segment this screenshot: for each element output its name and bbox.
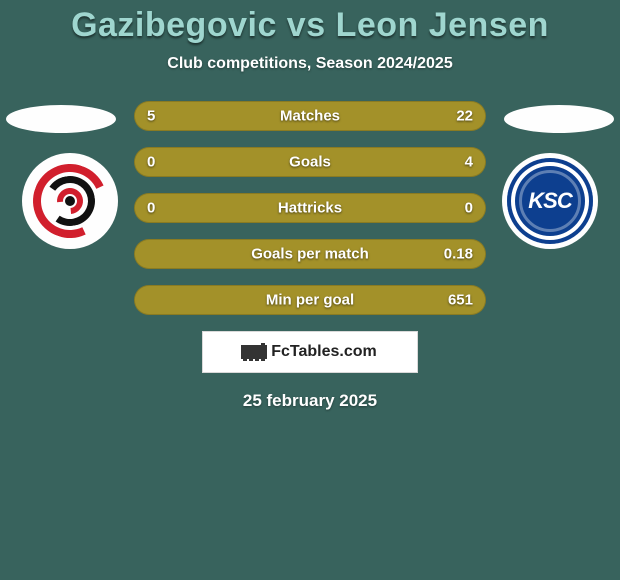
stat-label: Hattricks [278,200,342,217]
brand-box[interactable]: FcTables.com [202,331,418,373]
stat-row: 0.18 Goals per match [134,239,486,269]
stat-row: 5 22 Matches [134,101,486,131]
stat-bars: 5 22 Matches 0 4 Goals 0 0 Hattricks 0.18 Goals pe… [134,101,486,315]
club-badge-right: KSC [502,153,598,249]
page-subtitle: Club competitions, Season 2024/2025 [0,55,620,73]
club-badge-left [22,153,118,249]
comparison-stage: KSC 5 22 Matches 0 4 Goals 0 0 Hattricks 0.18 Goal… [0,101,620,411]
page-title: Gazibegovic vs Leon Jensen [0,0,620,45]
stat-label: Goals [289,154,331,171]
player-right-name-pill [504,105,614,133]
stat-row: 0 4 Goals [134,147,486,177]
stat-value-left: 0 [147,154,155,171]
bar-chart-icon [243,343,265,361]
stat-label: Matches [280,108,340,125]
stat-row: 651 Min per goal [134,285,486,315]
stat-value-right: 22 [456,108,473,125]
stat-value-right: 0 [465,200,473,217]
stat-value-right: 0.18 [444,246,473,263]
stat-value-right: 4 [465,154,473,171]
stat-fill-right [198,102,485,130]
stat-fill-left [135,102,198,130]
stat-value-right: 651 [448,292,473,309]
stat-value-left: 0 [147,200,155,217]
brand-text: FcTables.com [271,343,377,361]
stat-fill-left [135,240,149,268]
stat-row: 0 0 Hattricks [134,193,486,223]
hurricane-swirl-icon [33,164,107,238]
stat-value-left: 5 [147,108,155,125]
ksc-roundel-icon: KSC [507,158,593,244]
comparison-date: 25 february 2025 [0,391,620,411]
stat-label: Min per goal [266,292,354,309]
stat-label: Goals per match [251,246,369,263]
player-left-name-pill [6,105,116,133]
stat-fill-left [135,286,149,314]
